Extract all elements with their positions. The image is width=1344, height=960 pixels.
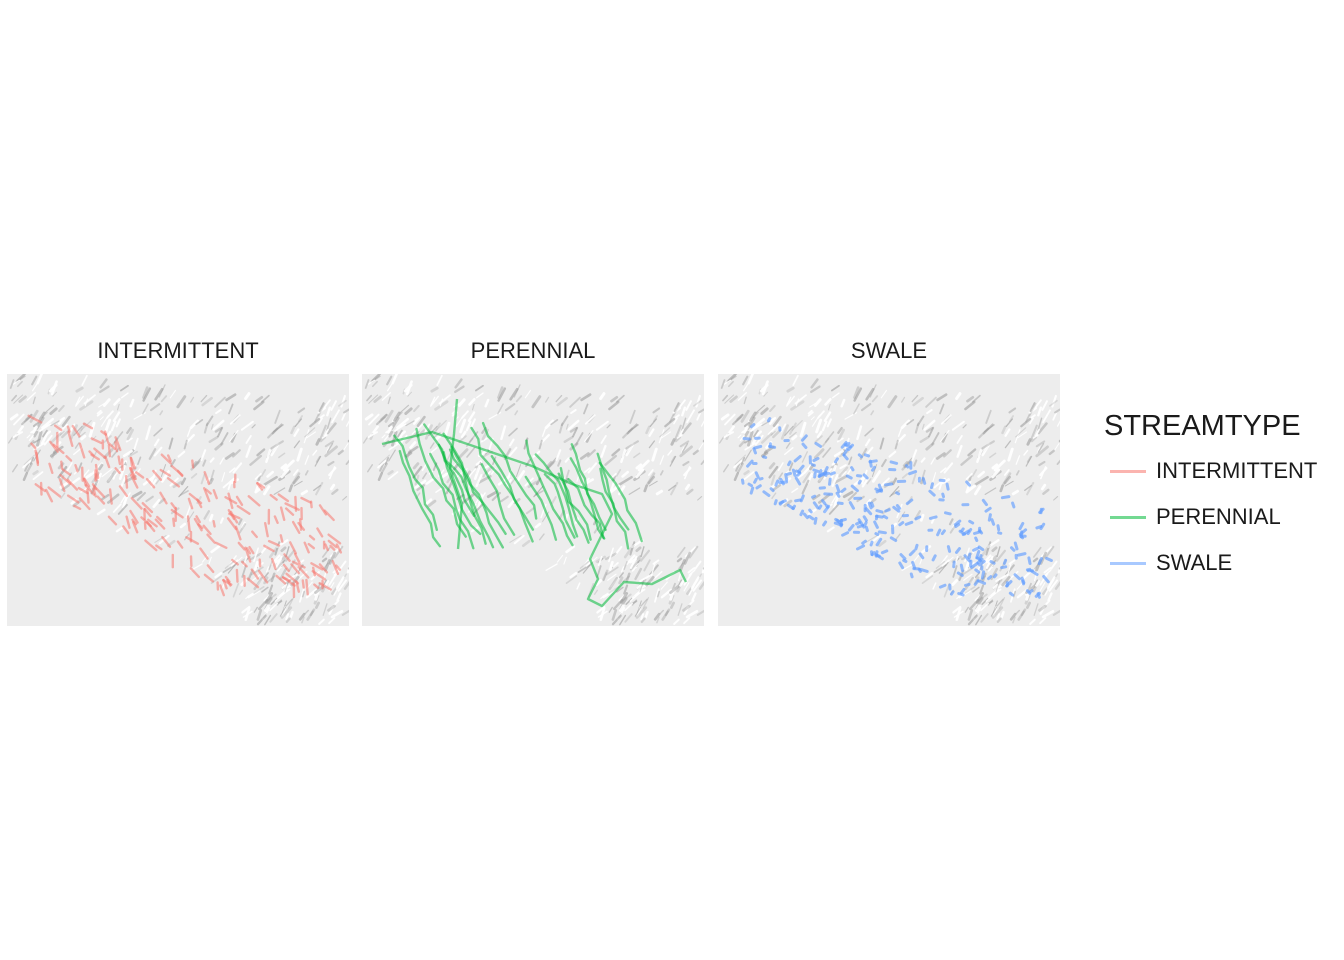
facet-panel-swale: SWALE <box>718 336 1060 626</box>
legend-label-swale: SWALE <box>1156 550 1233 575</box>
stream-lines <box>381 398 688 608</box>
legend-item-swale: SWALE <box>1100 540 1340 586</box>
hillshade-relief <box>7 374 349 626</box>
legend-label-perennial: PERENNIAL <box>1156 504 1281 529</box>
legend-key-swale <box>1110 562 1146 565</box>
facet-title-intermittent: INTERMITTENT <box>97 338 259 363</box>
perennial-stream-map <box>362 374 704 626</box>
swale-stream-map <box>718 374 1060 626</box>
stream-lines <box>741 417 1053 599</box>
hillshade-relief <box>362 374 704 626</box>
legend: STREAMTYPE INTERMITTENT PERENNIAL SWALE <box>1100 404 1340 586</box>
facet-panel-intermittent: INTERMITTENT <box>7 336 349 626</box>
legend-item-perennial: PERENNIAL <box>1100 494 1340 540</box>
legend-item-intermittent: INTERMITTENT <box>1100 448 1340 494</box>
legend-key-intermittent <box>1110 470 1146 473</box>
stream-lines <box>27 414 343 599</box>
facet-title-swale: SWALE <box>850 338 928 363</box>
intermittent-stream-map <box>7 374 349 626</box>
legend-title: STREAMTYPE <box>1104 410 1301 442</box>
facet-title-perennial: PERENNIAL <box>470 338 596 363</box>
legend-label-intermittent: INTERMITTENT <box>1156 458 1318 483</box>
facet-panel-perennial: PERENNIAL <box>362 336 704 626</box>
legend-key-perennial <box>1110 516 1146 519</box>
